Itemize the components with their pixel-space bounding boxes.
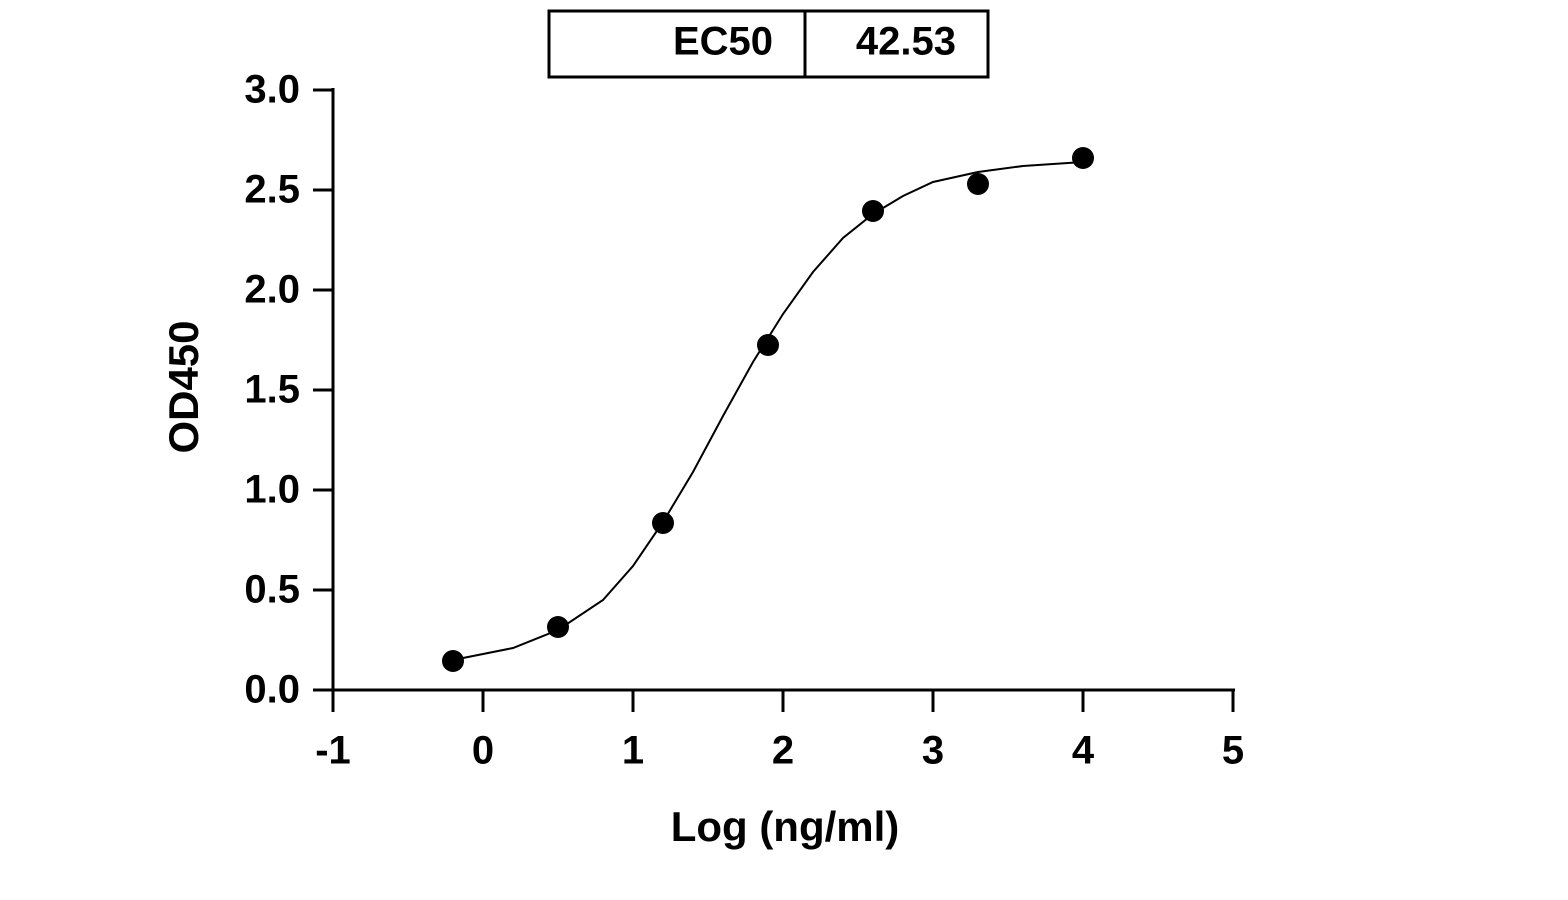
x-tick-label: 4: [1072, 729, 1095, 773]
data-point: [547, 616, 569, 638]
ec50-box: [547, 9, 990, 79]
data-point: [1072, 147, 1094, 169]
y-tick-label: 1.0: [244, 468, 300, 512]
data-point: [967, 173, 989, 195]
ec50-label: EC50: [673, 20, 773, 64]
x-axis-title: Log (ng/ml): [671, 803, 900, 850]
data-point: [652, 512, 674, 534]
x-tick-label: 5: [1222, 729, 1244, 773]
ec50-value: 42.53: [856, 20, 956, 64]
data-point: [442, 650, 464, 672]
fit-curve: [452, 161, 1084, 661]
x-tick-label: 0: [472, 729, 494, 773]
x-tick-label: 2: [772, 729, 794, 773]
x-tick-label: -1: [315, 729, 351, 773]
y-tick-label: 3.0: [244, 68, 300, 112]
y-tick-label: 2.5: [244, 168, 300, 212]
data-point: [862, 200, 884, 222]
y-tick-label: 1.5: [244, 368, 300, 412]
y-tick-label: 2.0: [244, 268, 300, 312]
y-tick-label: 0.5: [244, 568, 300, 612]
y-axis-title: OD450: [160, 320, 207, 453]
y-tick-label: 0.0: [244, 668, 300, 712]
x-tick-label: 3: [922, 729, 944, 773]
x-tick-label: 1: [622, 729, 644, 773]
data-point: [757, 334, 779, 356]
